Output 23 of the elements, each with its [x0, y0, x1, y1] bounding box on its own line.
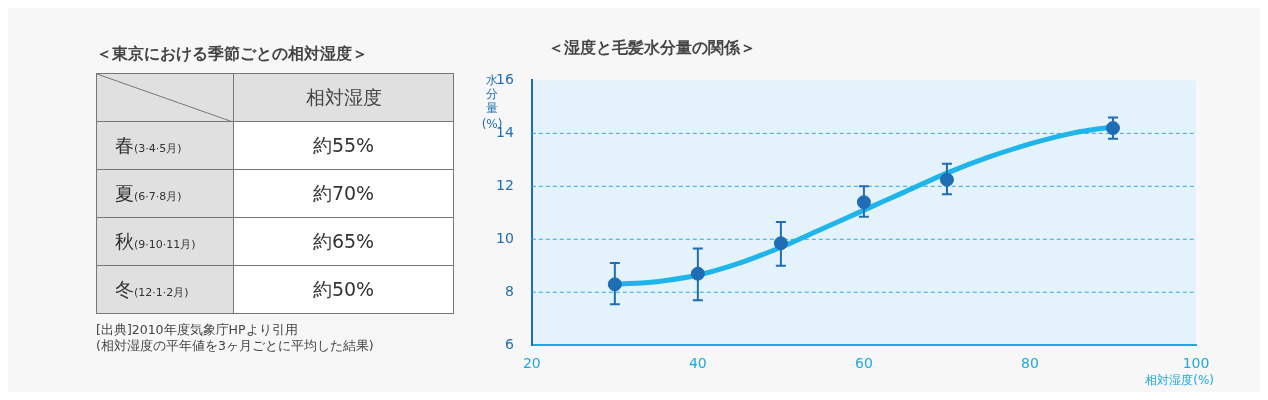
category-label: 夏(6·7·8月) — [115, 181, 182, 204]
x-tick-label: 20 — [522, 355, 541, 372]
text: ＜東京における季節ごとの相対湿度＞ — [96, 44, 369, 65]
x-tick-label: 100 — [1182, 355, 1210, 372]
text: 約55% — [312, 133, 375, 156]
y-tick-label: 12 — [495, 176, 514, 193]
text: 相対湿度 — [233, 73, 454, 122]
y-tick-label: 8 — [504, 282, 514, 299]
category-label: 春(3·4·5月) — [115, 133, 182, 156]
text: 約65% — [312, 229, 375, 252]
x-tick-label: 60 — [854, 355, 873, 372]
category-label: 秋(9·10·11月) — [115, 229, 196, 252]
text: (相対湿度の平年値を3ヶ月ごとに平均した結果) — [96, 338, 375, 354]
y-tick-label: 6 — [504, 335, 514, 352]
x-axis-title: 相対湿度(%) — [1145, 373, 1214, 388]
chart-title: ＜湿度と毛髪水分量の関係＞ — [548, 38, 757, 59]
category-label: 冬(12·1·2月) — [115, 277, 189, 300]
x-tick-label: 40 — [688, 355, 707, 372]
text: 約70% — [312, 181, 375, 204]
text: [出典]2010年度気象庁HPより引用 — [96, 322, 299, 338]
y-tick-label: 10 — [495, 229, 514, 246]
x-tick-label: 80 — [1021, 355, 1039, 372]
text: 約50% — [312, 277, 375, 300]
